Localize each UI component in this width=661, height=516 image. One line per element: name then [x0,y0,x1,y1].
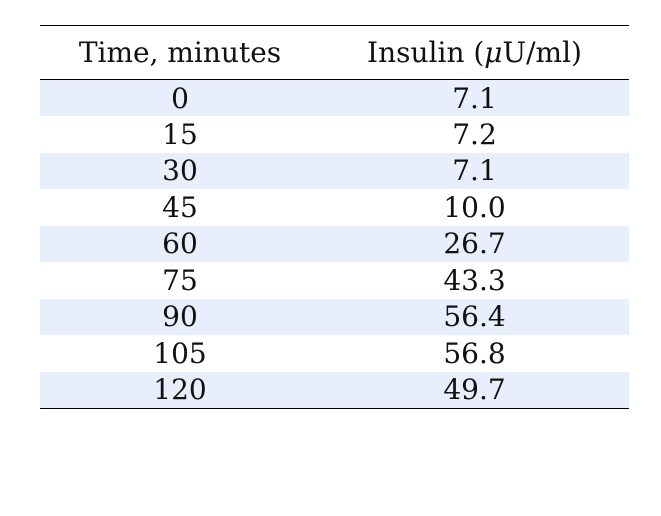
insulin-cell: 26.7 [320,225,629,262]
header-insulin-prefix: Insulin ( [367,36,485,69]
time-cell: 0 [40,79,320,116]
time-cell: 45 [162,190,198,224]
header-insulin-mu: μ [484,36,503,69]
insulin-cell: 10.0 [443,190,506,224]
time-cell: 75 [162,263,198,297]
table-row: 60 26.7 [40,225,629,262]
table-header: Time, minutes Insulin (μU/ml) [40,25,629,80]
data-table-container: Time, minutes Insulin (μU/ml) 0 7.1 15 7… [40,25,629,409]
insulin-cell: 56.8 [443,336,506,370]
insulin-cell: 7.1 [320,79,629,116]
table-row: 0 7.1 [40,79,629,116]
table-row: 105 56.8 [40,335,629,372]
table-row: 120 49.7 [40,371,629,409]
time-cell: 90 [40,298,320,335]
insulin-cell: 7.1 [320,152,629,189]
header-time: Time, minutes [40,25,320,80]
table-row: 15 7.2 [40,116,629,153]
table-row: 75 43.3 [40,262,629,299]
time-cell: 120 [40,371,320,409]
time-cell: 15 [162,117,198,151]
header-insulin-suffix: U/ml) [502,36,582,69]
table-row: 90 56.4 [40,298,629,335]
table-row: 30 7.1 [40,152,629,189]
table-row: 45 10.0 [40,189,629,226]
time-cell: 60 [40,225,320,262]
insulin-table: Time, minutes Insulin (μU/ml) 0 7.1 15 7… [40,25,629,409]
insulin-cell: 49.7 [320,371,629,409]
time-cell: 105 [153,336,207,370]
time-cell: 30 [40,152,320,189]
insulin-cell: 43.3 [443,263,506,297]
header-insulin: Insulin (μU/ml) [320,25,629,80]
header-row: Time, minutes Insulin (μU/ml) [40,25,629,80]
insulin-cell: 7.2 [452,117,497,151]
insulin-cell: 56.4 [320,298,629,335]
table-body: 0 7.1 15 7.2 30 7.1 45 10.0 60 26.7 75 4… [40,79,629,409]
